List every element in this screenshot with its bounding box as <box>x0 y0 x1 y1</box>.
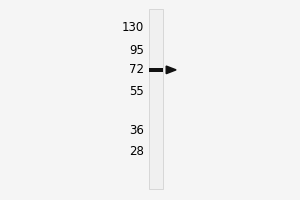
Text: 36: 36 <box>129 124 144 137</box>
Bar <box>148 9 163 189</box>
Bar <box>148 68 163 72</box>
Text: 130: 130 <box>122 21 144 34</box>
Text: 55: 55 <box>129 85 144 98</box>
Text: 72: 72 <box>129 63 144 76</box>
Polygon shape <box>166 66 176 74</box>
Text: 95: 95 <box>129 44 144 57</box>
Text: 28: 28 <box>129 145 144 158</box>
